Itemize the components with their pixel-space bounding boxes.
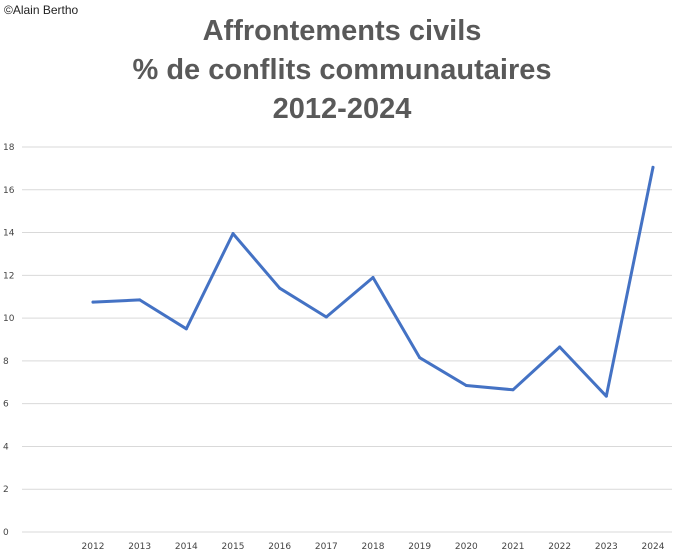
data-point bbox=[464, 383, 468, 387]
x-tick-label: 2012 bbox=[82, 542, 105, 552]
chart-title: Affrontements civils % de conflits commu… bbox=[0, 12, 684, 129]
data-point bbox=[511, 388, 515, 392]
x-tick-label: 2017 bbox=[315, 542, 338, 552]
y-tick-label: 12 bbox=[3, 271, 14, 281]
x-tick-label: 2016 bbox=[268, 542, 291, 552]
data-point bbox=[184, 327, 188, 331]
y-tick-label: 0 bbox=[3, 528, 9, 538]
data-point bbox=[278, 286, 282, 290]
x-tick-label: 2021 bbox=[502, 542, 525, 552]
y-tick-label: 4 bbox=[3, 442, 9, 452]
x-tick-label: 2019 bbox=[408, 542, 431, 552]
series-line bbox=[91, 165, 655, 398]
y-tick-label: 8 bbox=[3, 357, 9, 367]
x-tick-label: 2014 bbox=[175, 542, 198, 552]
x-tick-label: 2024 bbox=[642, 542, 665, 552]
y-tick-label: 10 bbox=[3, 314, 15, 324]
data-point bbox=[418, 356, 422, 360]
x-tick-label: 2015 bbox=[222, 542, 245, 552]
data-point bbox=[651, 165, 655, 169]
data-point bbox=[324, 315, 328, 319]
data-point bbox=[604, 394, 608, 398]
data-point bbox=[231, 232, 235, 236]
data-point bbox=[371, 275, 375, 279]
y-tick-label: 14 bbox=[3, 229, 15, 239]
credit-text: ©Alain Bertho bbox=[4, 3, 79, 17]
data-point bbox=[558, 345, 562, 349]
data-point bbox=[91, 300, 95, 304]
chart-title-line-3: 2012-2024 bbox=[272, 93, 412, 125]
x-tick-label: 2013 bbox=[128, 542, 151, 552]
y-tick-label: 16 bbox=[3, 186, 15, 196]
data-point bbox=[138, 298, 142, 302]
y-tick-label: 2 bbox=[3, 485, 9, 495]
x-tick-label: 2022 bbox=[548, 542, 571, 552]
y-tick-label: 6 bbox=[3, 400, 9, 410]
x-tick-label: 2023 bbox=[595, 542, 618, 552]
chart-title-line-1: Affrontements civils bbox=[202, 15, 482, 47]
x-tick-label: 2020 bbox=[455, 542, 478, 552]
y-tick-label: 18 bbox=[3, 143, 15, 153]
chart-title-line-2: % de conflits communautaires bbox=[132, 54, 552, 86]
x-tick-label: 2018 bbox=[362, 542, 385, 552]
